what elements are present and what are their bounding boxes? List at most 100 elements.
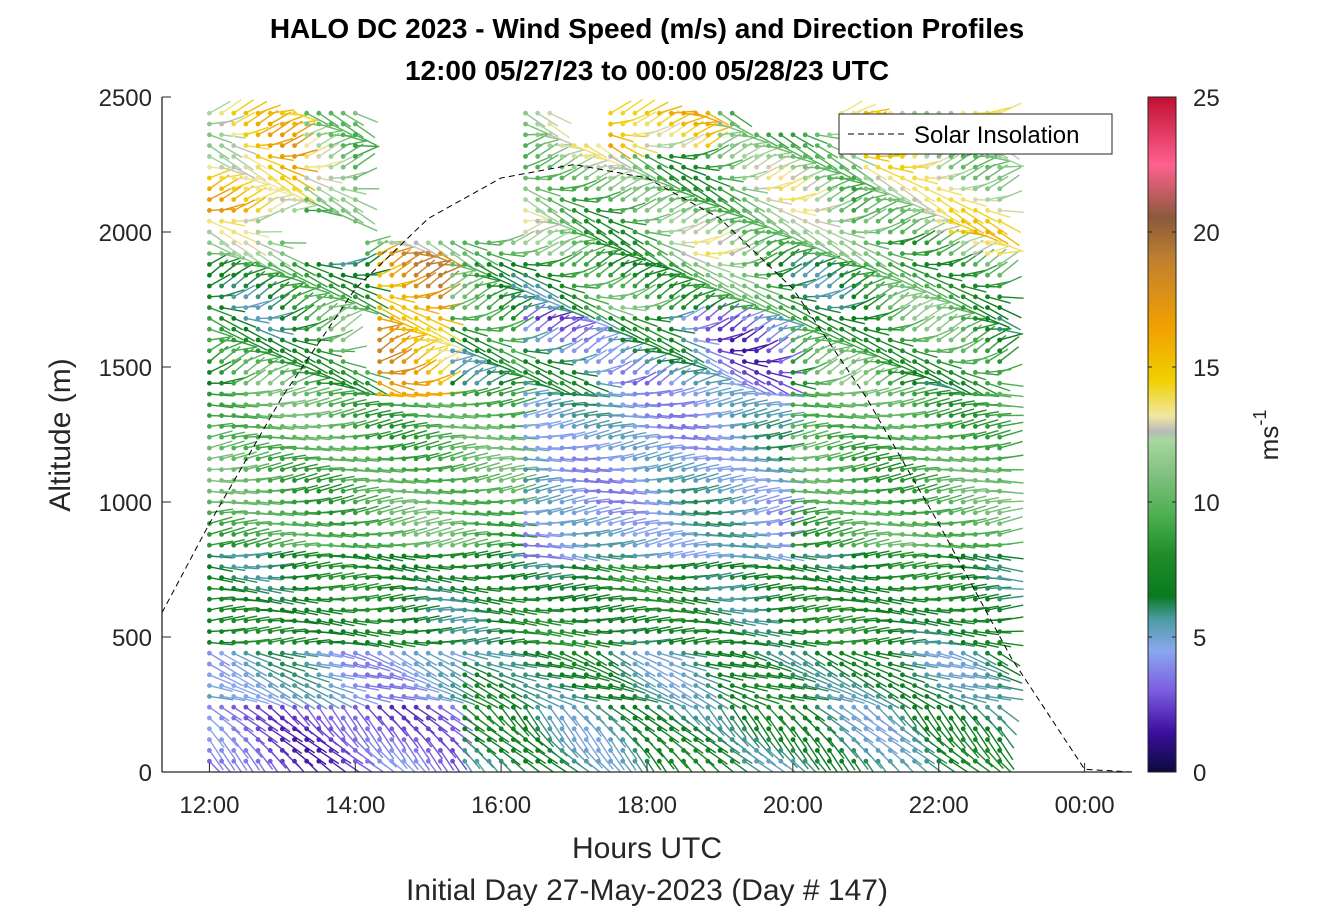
wind-barb-shaft <box>658 674 681 688</box>
wind-barb-shaft <box>294 609 319 616</box>
wind-barb-dot <box>231 272 237 278</box>
wind-barb-shaft <box>500 695 522 710</box>
wind-barb-dot <box>316 380 322 386</box>
wind-barb-shaft <box>719 408 744 417</box>
wind-barb-dot <box>729 575 735 580</box>
wind-barb-dot <box>304 650 310 656</box>
wind-barb-shaft <box>573 516 598 525</box>
wind-barb-dot <box>219 229 224 235</box>
wind-barb-dot <box>279 272 285 278</box>
wind-barb-dot <box>377 564 383 570</box>
wind-barb-dot <box>656 413 662 418</box>
wind-barb-dot <box>474 251 480 256</box>
wind-barb-dot <box>352 445 358 451</box>
wind-barb-dot <box>729 402 735 408</box>
wind-barb-dot <box>207 413 212 418</box>
wind-barb-shaft <box>221 289 245 298</box>
wind-barb-shaft <box>671 207 692 222</box>
wind-barb-dot <box>267 154 273 159</box>
wind-barb-dot <box>279 413 285 418</box>
wind-barb-dot <box>292 434 297 440</box>
wind-barb-shaft <box>294 561 319 568</box>
wind-barb-dot <box>729 316 735 321</box>
wind-barb-dot <box>535 629 541 634</box>
wind-barb-shaft <box>233 706 255 721</box>
wind-barb-dot <box>413 510 419 516</box>
wind-barb-dot <box>279 337 285 343</box>
wind-barb-shaft <box>707 177 731 188</box>
wind-barb-dot <box>377 413 383 418</box>
wind-barb-dot <box>438 726 443 732</box>
wind-barb-dot <box>450 575 455 580</box>
wind-barb-shaft <box>671 461 695 471</box>
wind-barb-dot <box>705 229 711 235</box>
wind-barb-dot <box>644 510 650 516</box>
wind-barb-dot <box>328 607 334 613</box>
wind-barb-dot <box>304 121 310 127</box>
wind-barb-shaft <box>525 371 548 385</box>
wind-barb-dot <box>231 348 237 354</box>
wind-barb-dot <box>632 564 638 570</box>
wind-barb-dot <box>559 186 565 192</box>
wind-barb-dot <box>547 316 553 321</box>
wind-barb-dot <box>267 294 273 300</box>
wind-barb-dot <box>486 294 492 300</box>
wind-barb-dot <box>632 575 638 580</box>
wind-barb-dot <box>243 132 249 138</box>
wind-barb-dot <box>462 596 468 602</box>
wind-barb-dot <box>729 208 735 213</box>
wind-barb-shaft <box>561 760 580 772</box>
wind-barb-dot <box>352 607 358 613</box>
wind-barb-shaft <box>330 188 354 200</box>
wind-barb-shaft <box>695 360 718 373</box>
wind-barb-dot <box>535 175 541 181</box>
wind-barb-dot <box>267 272 273 278</box>
wind-barb-shaft <box>221 203 245 212</box>
wind-barb-shaft <box>585 220 607 236</box>
wind-barb-dot <box>438 683 443 688</box>
wind-barb-dot <box>267 575 273 580</box>
wind-barb-shaft <box>233 717 254 733</box>
wind-barb-shaft <box>549 739 568 757</box>
wind-barb-dot <box>669 542 674 548</box>
wind-barb-shaft <box>403 362 427 374</box>
wind-barb-dot <box>340 154 346 159</box>
wind-barb-dot <box>438 521 443 526</box>
wind-barb-dot <box>377 316 383 321</box>
wind-barb-dot <box>352 715 358 721</box>
wind-barb-shaft <box>646 271 667 287</box>
wind-barb-dot <box>316 294 322 300</box>
wind-barb-dot <box>207 499 212 505</box>
wind-barb-dot <box>267 683 273 688</box>
wind-barb-dot <box>425 532 431 537</box>
wind-barb-shaft <box>281 760 292 772</box>
wind-barb-dot <box>693 737 699 742</box>
wind-barb-dot <box>389 402 395 408</box>
wind-barb-shaft <box>440 537 464 546</box>
wind-barb-dot <box>474 715 480 721</box>
wind-barb-dot <box>401 240 407 246</box>
wind-barb-dot <box>571 370 577 375</box>
wind-barb-dot <box>279 359 285 364</box>
wind-barb-shaft <box>488 728 510 743</box>
wind-barb-shaft <box>318 706 333 728</box>
wind-barb-shaft <box>488 339 513 348</box>
wind-barb-dot <box>620 586 626 591</box>
wind-barb-dot <box>741 726 747 732</box>
wind-barb-shaft <box>281 177 303 193</box>
wind-barb-dot <box>669 586 674 591</box>
wind-barb-dot <box>644 661 650 667</box>
wind-barb-dot <box>656 553 662 559</box>
wind-barb-shaft <box>257 328 281 339</box>
wind-barb-shaft <box>415 674 439 686</box>
wind-barb-shaft <box>549 371 572 385</box>
wind-barb-dot <box>498 596 504 602</box>
wind-barb-dot <box>425 337 431 343</box>
wind-barb-dot <box>328 413 334 418</box>
wind-barb-dot <box>729 683 735 688</box>
wind-barb-dot <box>401 326 407 332</box>
wind-barb-dot <box>559 229 565 235</box>
wind-barb-shaft <box>354 296 377 310</box>
wind-barb-shaft <box>671 685 693 699</box>
wind-barb-shaft <box>586 296 610 305</box>
